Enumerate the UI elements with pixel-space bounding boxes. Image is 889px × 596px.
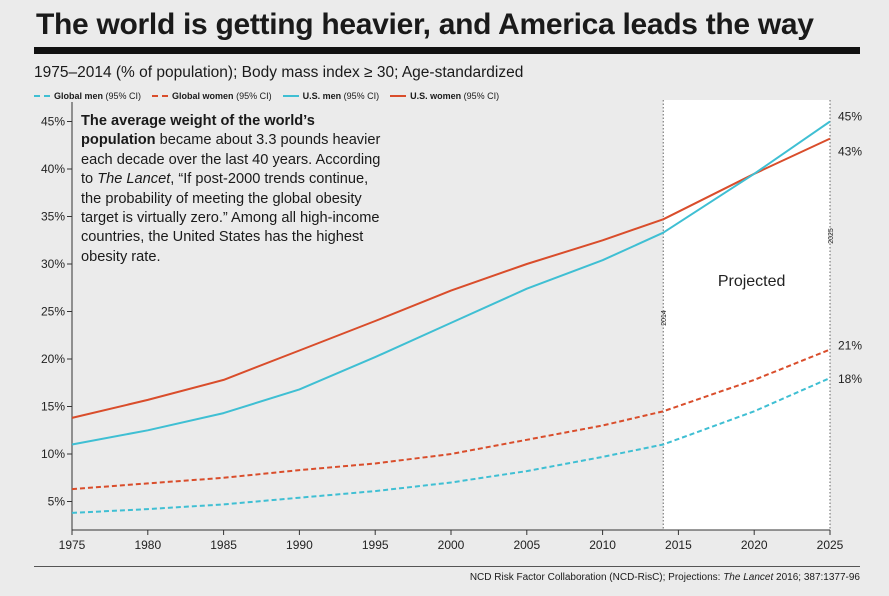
end-value-label-u-s-women: 43% [838,145,862,159]
y-tick-label: 20% [41,352,65,366]
projected-band [663,100,830,530]
series-line-u-s-men [71,120,831,446]
series-line-u-s-women [71,137,831,419]
y-tick-label: 30% [41,257,65,271]
end-value-label-global-women: 21% [838,339,862,353]
legend-item-us-men: U.S. men (95% CI) [282,91,380,101]
source-prefix: NCD Risk Factor Collaboration (NCD-RisC)… [469,572,724,583]
y-tick-label: 45% [41,115,65,129]
x-tick-label: 2025 [817,538,844,552]
legend: Global men (95% CI) Global women (95% CI… [34,90,510,102]
legend-suffix-global-women: (95% CI) [236,91,272,101]
y-tick-label: 10% [41,447,65,461]
x-tick-label: 2020 [741,538,768,552]
source-journal: The Lancet [723,572,774,583]
chart-subtitle: 1975–2014 (% of population); Body mass i… [34,64,524,81]
legend-swatch-global-women [152,95,169,97]
title-rule [34,47,860,54]
annotation-text: The average weight of the world’s popula… [81,112,381,268]
source-rule [34,566,860,567]
x-tick-label: 1985 [210,538,237,552]
legend-item-global-men: Global men (95% CI) [34,91,141,101]
x-tick-label: 2010 [589,538,616,552]
legend-label-us-men: U.S. men [302,91,342,101]
end-value-label-global-men: 18% [838,372,862,386]
legend-suffix-us-men: (95% CI) [343,91,380,101]
x-tick-label: 2005 [513,538,540,552]
legend-label-global-men: Global men [54,91,104,101]
y-tick-label: 5% [48,495,66,509]
source-suffix: 2016; 387:1377-96 [773,572,860,583]
y-tick-label: 15% [41,400,65,414]
annotation-body-1: became about 3.3 pounds heavier each dec… [81,132,381,188]
projected-end-label: 2025 [828,228,835,244]
legend-suffix-global-men: (95% CI) [105,91,142,101]
y-tick-label: 25% [41,305,65,319]
legend-label-global-women: Global women [172,91,234,101]
legend-item-us-women: U.S. women (95% CI) [390,91,499,101]
legend-suffix-us-women: (95% CI) [463,91,500,101]
annotation-body-2: , “If post-2000 trends continue, the pro… [81,171,380,265]
legend-swatch-us-women [390,95,407,97]
annotation-source-name: The Lancet [97,171,171,188]
x-tick-label: 2015 [665,538,692,552]
chart-title: The world is getting heavier, and Americ… [36,8,814,41]
legend-swatch-global-men [34,95,50,97]
x-tick-label: 1990 [286,538,313,552]
series-line-global-women [71,348,831,491]
source-credit: NCD Risk Factor Collaboration (NCD-RisC)… [470,572,860,583]
end-value-label-u-s-men: 45% [838,110,862,124]
legend-label-us-women: U.S. women [410,91,462,101]
y-tick-label: 40% [41,162,65,176]
annotation-lead: The average weight of the world’s popula… [81,113,315,149]
x-tick-label: 1975 [59,538,86,552]
legend-item-global-women: Global women (95% CI) [152,91,272,101]
x-tick-label: 1995 [362,538,389,552]
x-tick-label: 2000 [438,538,465,552]
x-tick-label: 1980 [134,538,161,552]
legend-swatch-us-men [282,95,299,97]
series-line-global-men [71,377,831,514]
projected-label: Projected [718,273,786,290]
y-tick-label: 35% [41,210,65,224]
projected-start-label: 2014 [661,310,668,326]
